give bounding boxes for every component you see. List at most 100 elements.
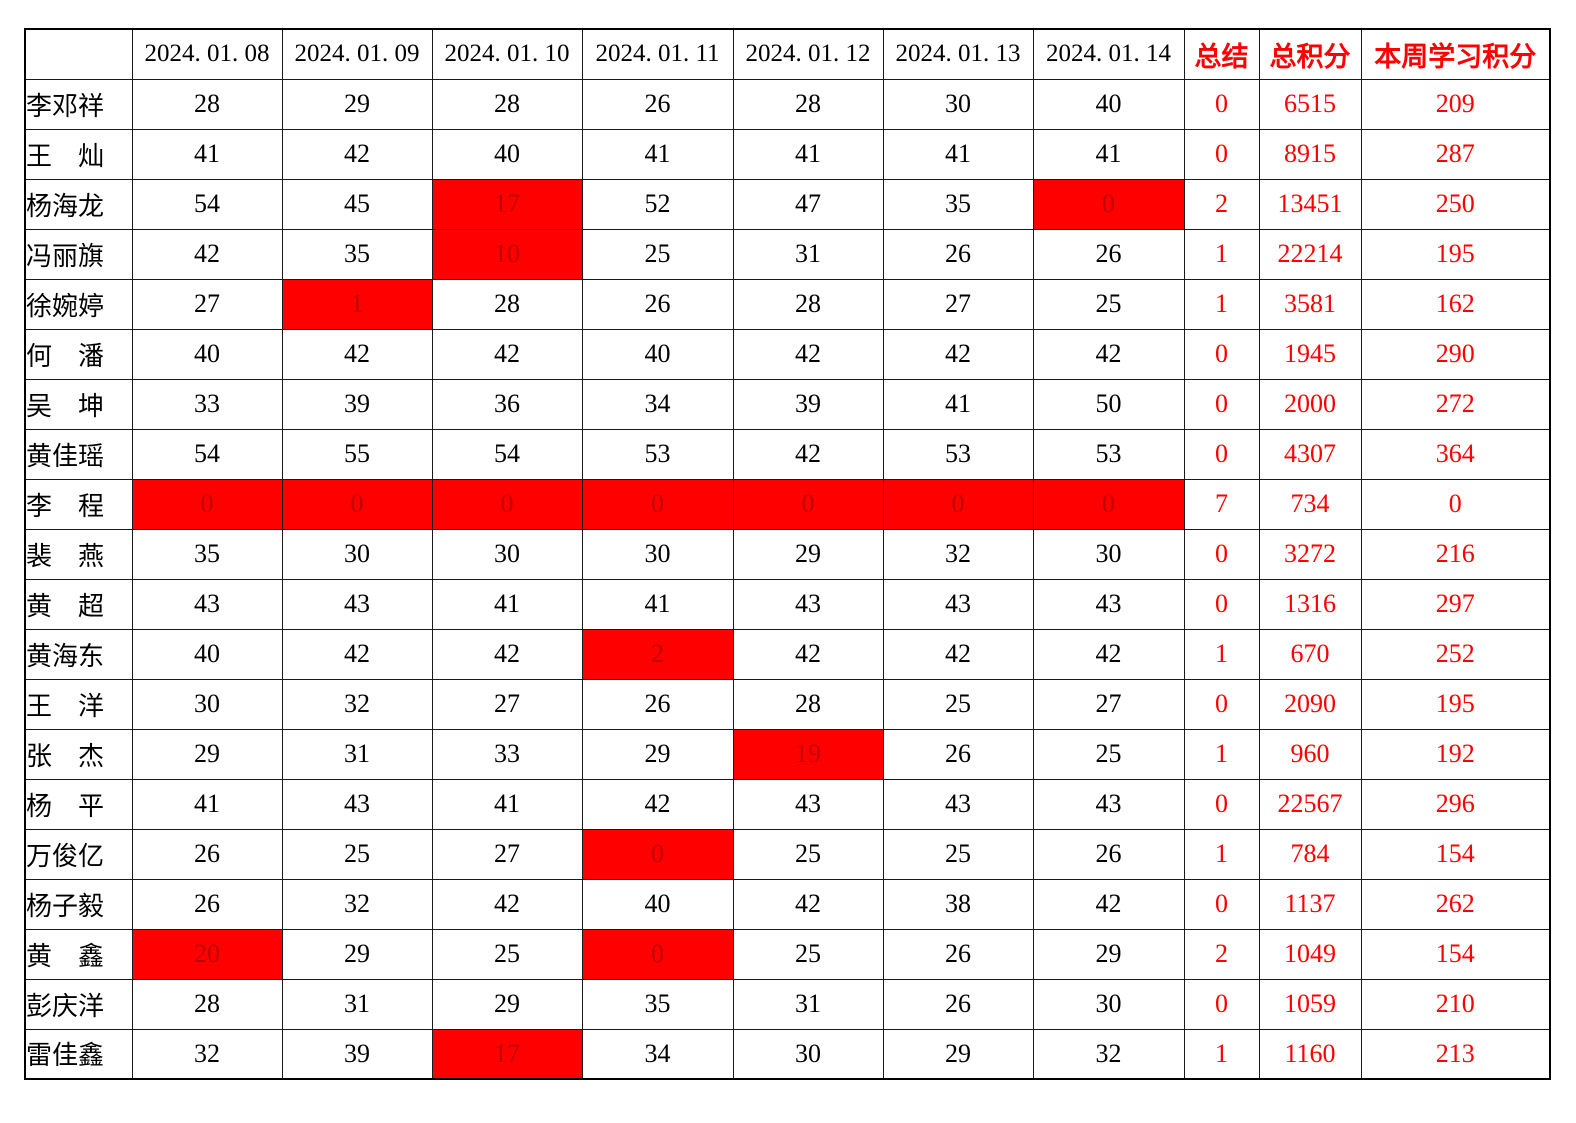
total-points-cell: 1137 — [1258, 878, 1362, 930]
summary-count-cell: 0 — [1183, 878, 1260, 930]
day-score-cell: 26 — [131, 828, 283, 880]
student-name-cell: 徐婉婷 — [24, 278, 133, 330]
week-study-points-cell: 195 — [1360, 228, 1551, 280]
total-points-cell: 6515 — [1258, 78, 1362, 130]
week-study-points-cell: 195 — [1360, 678, 1551, 730]
summary-count-cell: 1 — [1183, 628, 1260, 680]
day-score-cell: 42 — [882, 628, 1034, 680]
day-score-cell: 28 — [431, 78, 583, 130]
student-name-cell: 黄海东 — [24, 628, 133, 680]
student-name-cell: 李 程 — [24, 478, 133, 530]
day-score-cell: 25 — [281, 828, 433, 880]
day-score-cell-highlighted: 0 — [581, 478, 734, 530]
summary-count-cell: 1 — [1183, 228, 1260, 280]
day-score-cell: 35 — [131, 528, 283, 580]
day-score-cell: 25 — [431, 928, 583, 980]
day-score-cell: 53 — [1032, 428, 1185, 480]
day-score-cell: 25 — [581, 228, 734, 280]
student-row: 张 杰 29 31 33 29 19 26 25 1 960 192 — [24, 728, 1551, 780]
student-name-cell: 裴 燕 — [24, 528, 133, 580]
day-score-cell: 31 — [281, 728, 433, 780]
day-score-cell: 40 — [581, 878, 734, 930]
day-score-cell: 40 — [431, 128, 583, 180]
day-score-cell: 38 — [882, 878, 1034, 930]
summary-count-cell: 0 — [1183, 328, 1260, 380]
day-score-cell-highlighted: 0 — [1032, 478, 1185, 530]
day-score-cell-highlighted: 1 — [281, 278, 433, 330]
student-name-cell: 何 潘 — [24, 328, 133, 380]
total-points-cell: 1316 — [1258, 578, 1362, 630]
day-score-cell: 26 — [1032, 828, 1185, 880]
day-score-cell: 25 — [882, 828, 1034, 880]
total-points-cell: 670 — [1258, 628, 1362, 680]
day-score-cell: 30 — [281, 528, 433, 580]
day-score-cell: 43 — [281, 778, 433, 830]
student-row: 黄佳瑶 54 55 54 53 42 53 53 0 4307 364 — [24, 428, 1551, 480]
day-score-cell: 40 — [131, 328, 283, 380]
student-row: 何 潘 40 42 42 40 42 42 42 0 1945 290 — [24, 328, 1551, 380]
week-study-points-cell: 272 — [1360, 378, 1551, 430]
summary-count-cell: 7 — [1183, 478, 1260, 530]
student-row: 黄海东 40 42 42 2 42 42 42 1 670 252 — [24, 628, 1551, 680]
student-row: 冯丽旗 42 35 10 25 31 26 26 1 22214 195 — [24, 228, 1551, 280]
day-score-cell: 35 — [281, 228, 433, 280]
total-points-cell: 1945 — [1258, 328, 1362, 380]
day-score-cell-highlighted: 0 — [1032, 178, 1185, 230]
day-score-cell: 50 — [1032, 378, 1185, 430]
date-column-header: 2024. 01. 14 — [1032, 28, 1185, 80]
day-score-cell: 26 — [882, 728, 1034, 780]
day-score-cell: 43 — [882, 578, 1034, 630]
day-score-cell: 42 — [431, 328, 583, 380]
day-score-cell-highlighted: 20 — [131, 928, 283, 980]
summary-count-cell: 1 — [1183, 728, 1260, 780]
week-study-points-cell: 252 — [1360, 628, 1551, 680]
day-score-cell: 42 — [281, 628, 433, 680]
day-score-cell: 42 — [431, 878, 583, 930]
summary-count-cell: 0 — [1183, 428, 1260, 480]
day-score-cell: 41 — [732, 128, 884, 180]
student-row: 徐婉婷 27 1 28 26 28 27 25 1 3581 162 — [24, 278, 1551, 330]
student-name-cell: 雷佳鑫 — [24, 1028, 133, 1080]
day-score-cell: 41 — [431, 578, 583, 630]
day-score-cell: 26 — [882, 978, 1034, 1030]
student-row: 裴 燕 35 30 30 30 29 32 30 0 3272 216 — [24, 528, 1551, 580]
student-row: 李邓祥 28 29 28 26 28 30 40 0 6515 209 — [24, 78, 1551, 130]
day-score-cell: 29 — [1032, 928, 1185, 980]
summary-count-cell: 0 — [1183, 778, 1260, 830]
day-score-cell: 25 — [1032, 728, 1185, 780]
student-name-cell: 李邓祥 — [24, 78, 133, 130]
day-score-cell: 25 — [1032, 278, 1185, 330]
day-score-cell: 42 — [732, 878, 884, 930]
day-score-cell: 42 — [581, 778, 734, 830]
day-score-cell: 29 — [732, 528, 884, 580]
student-name-cell: 杨海龙 — [24, 178, 133, 230]
day-score-cell: 52 — [581, 178, 734, 230]
day-score-cell-highlighted: 2 — [581, 628, 734, 680]
day-score-cell: 42 — [1032, 878, 1185, 930]
summary-column-header: 总结 — [1183, 28, 1260, 80]
date-column-header: 2024. 01. 09 — [281, 28, 433, 80]
day-score-cell: 39 — [281, 378, 433, 430]
day-score-cell: 32 — [882, 528, 1034, 580]
day-score-cell: 28 — [732, 78, 884, 130]
day-score-cell: 42 — [1032, 328, 1185, 380]
summary-count-cell: 1 — [1183, 278, 1260, 330]
summary-column-header: 本周学习积分 — [1360, 28, 1551, 80]
student-row: 彭庆洋 28 31 29 35 31 26 30 0 1059 210 — [24, 978, 1551, 1030]
day-score-cell: 26 — [131, 878, 283, 930]
day-score-cell-highlighted: 17 — [431, 178, 583, 230]
day-score-cell: 47 — [732, 178, 884, 230]
summary-count-cell: 1 — [1183, 1028, 1260, 1080]
day-score-cell: 36 — [431, 378, 583, 430]
total-points-cell: 2090 — [1258, 678, 1362, 730]
day-score-cell: 43 — [732, 778, 884, 830]
day-score-cell: 43 — [882, 778, 1034, 830]
day-score-cell: 28 — [431, 278, 583, 330]
day-score-cell: 27 — [431, 828, 583, 880]
student-row: 王 洋 30 32 27 26 28 25 27 0 2090 195 — [24, 678, 1551, 730]
day-score-cell: 29 — [281, 78, 433, 130]
day-score-cell: 30 — [1032, 528, 1185, 580]
week-study-points-cell: 250 — [1360, 178, 1551, 230]
day-score-cell: 39 — [281, 1028, 433, 1080]
day-score-cell: 28 — [732, 278, 884, 330]
